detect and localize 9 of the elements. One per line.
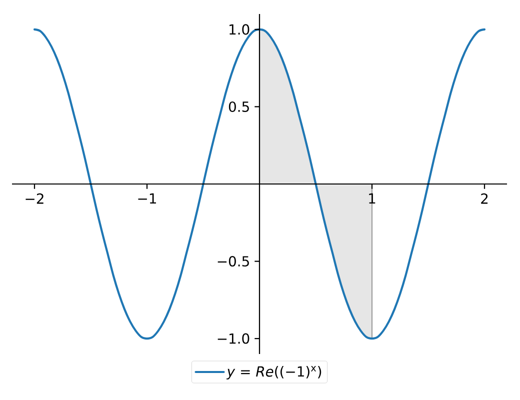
y-tick-label: −1.0 [218,333,250,344]
x-tick-label: −1 [138,193,156,204]
y-tick-label: 1.0 [230,24,250,35]
legend-label: y = Re((−1)$^{x}$) [226,366,322,380]
y-tick-label: −0.5 [218,256,249,267]
x-tick-label: 1 [369,193,376,204]
x-tick-label: −2 [26,193,44,204]
y-tick-label: 0.5 [228,101,249,112]
x-tick-label: 2 [481,193,488,204]
